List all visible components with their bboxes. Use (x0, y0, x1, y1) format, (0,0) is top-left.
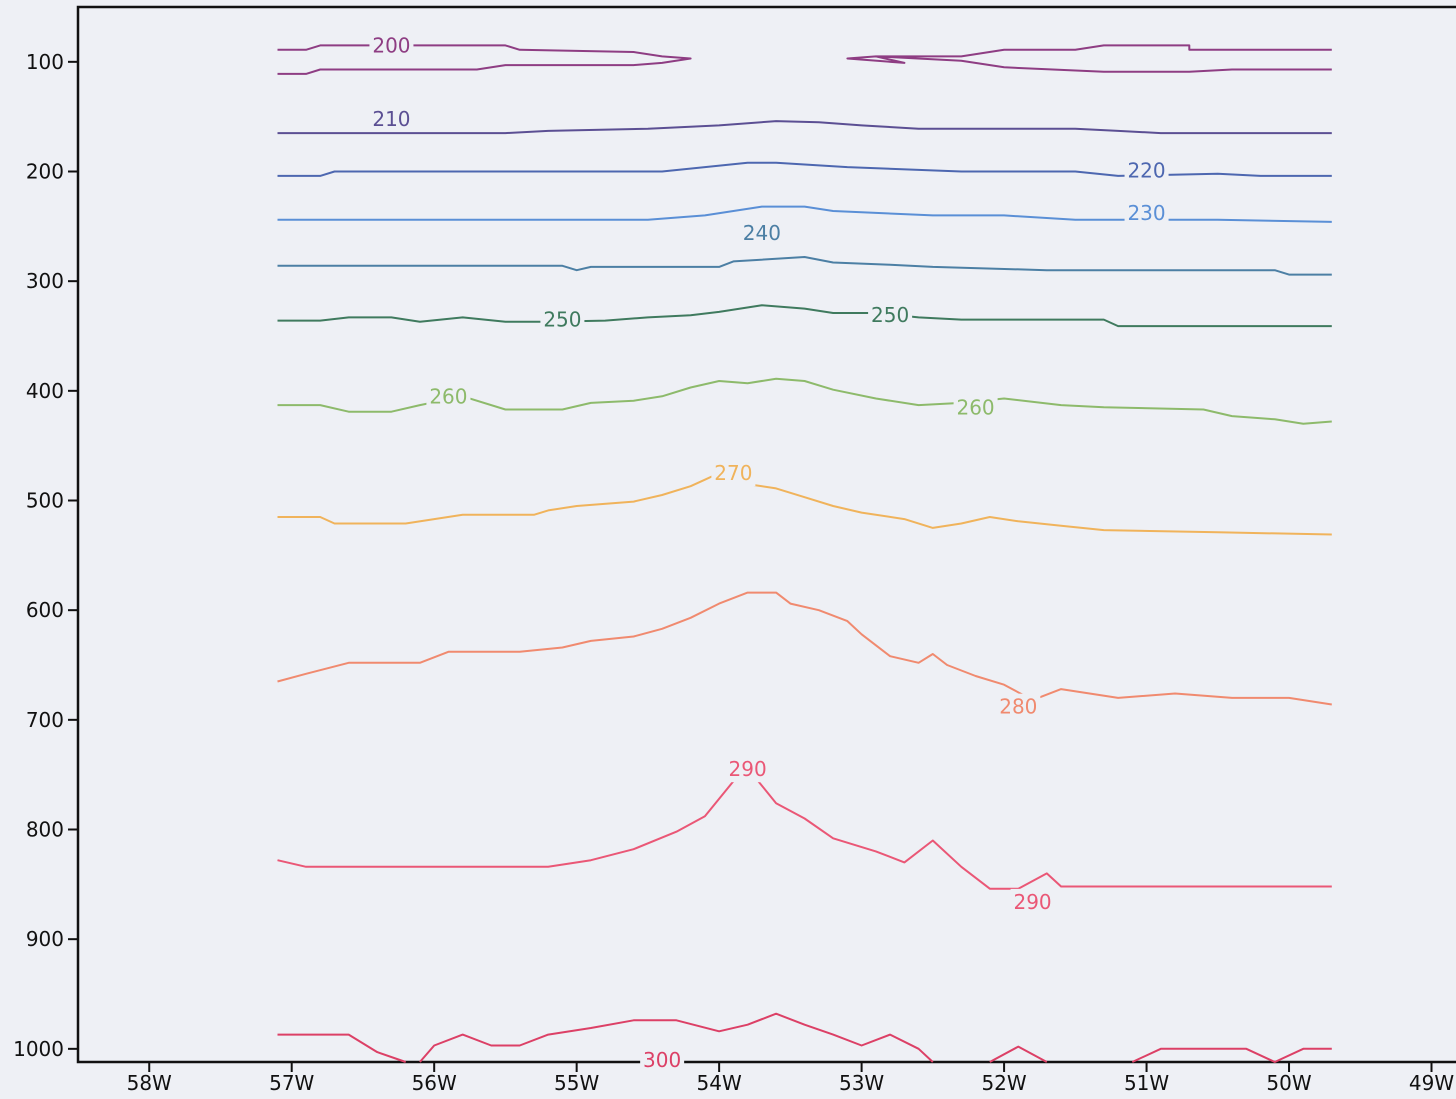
contour-series: 250 250 (277, 302, 1332, 333)
y-tick-label: 700 (26, 708, 64, 732)
contour-line (277, 205, 1332, 223)
contour-label-bg (1124, 200, 1169, 227)
contour-series: 230 (277, 200, 1332, 227)
contour-line (989, 1045, 1048, 1063)
contour-label: 240 (743, 221, 781, 245)
x-tick-label: 55W (554, 1071, 599, 1095)
y-tick-label: 200 (26, 160, 64, 184)
contour-series: 260 260 (277, 377, 1332, 425)
x-axis: 58W 57W 56W 55W 54W 53W 52W 51W 50W 49W (127, 1062, 1454, 1095)
contour-label-bg (868, 302, 913, 329)
contour-series: 210 (277, 105, 1332, 135)
contour-label-bg (1010, 888, 1055, 915)
contour-line (277, 256, 1332, 276)
contour-label: 230 (1127, 201, 1165, 225)
contour-label-bg (996, 693, 1041, 720)
contour-line (277, 120, 1332, 135)
contour-label: 280 (999, 695, 1037, 719)
contour-label: 290 (729, 757, 767, 781)
contour-line (277, 304, 1332, 328)
contour-series: 280 (277, 591, 1332, 720)
contour-label-bg (369, 32, 414, 59)
contour-label-bg (640, 1046, 685, 1073)
contour-label: 250 (543, 308, 581, 332)
contour-label-bg (711, 460, 756, 487)
contour-label-bg (426, 383, 471, 410)
contour-label-bg (725, 756, 770, 783)
contour-label-bg (1124, 157, 1169, 184)
contour-series: 220 (277, 157, 1332, 184)
contour-label: 300 (643, 1048, 681, 1072)
x-tick-label: 58W (127, 1071, 172, 1095)
contour-series: 290 290 (277, 756, 1332, 915)
contour-lines: 200 210 220 230 240 250 250 260 260 270 280 290 290 3… (277, 32, 1332, 1073)
contour-series: 270 (277, 460, 1332, 536)
contour-label: 270 (714, 461, 752, 485)
contour-label-bg (540, 306, 585, 333)
y-tick-label: 1000 (13, 1037, 64, 1061)
y-tick-label: 300 (26, 269, 64, 293)
contour-label: 210 (372, 107, 410, 131)
contour-label: 290 (1013, 890, 1051, 914)
x-tick-label: 54W (697, 1071, 742, 1095)
contour-line (277, 591, 1332, 706)
contour-label: 260 (429, 384, 467, 408)
x-tick-label: 49W (1409, 1071, 1454, 1095)
contour-line (1131, 1047, 1332, 1063)
contour-series: 200 (277, 32, 1332, 75)
y-tick-label: 400 (26, 379, 64, 403)
x-tick-label: 53W (839, 1071, 884, 1095)
contour-label-bg (369, 105, 414, 132)
y-tick-label: 500 (26, 489, 64, 513)
contour-label-bg (953, 394, 998, 421)
y-tick-label: 100 (26, 50, 64, 74)
contour-label: 250 (871, 303, 909, 327)
x-tick-label: 57W (269, 1071, 314, 1095)
y-axis: 100 200 300 400 500 600 700 800 900 1000 (13, 50, 78, 1061)
x-tick-label: 52W (981, 1071, 1026, 1095)
contour-line (277, 1033, 407, 1063)
x-tick-label: 56W (412, 1071, 457, 1095)
y-tick-label: 600 (26, 598, 64, 622)
x-tick-label: 51W (1124, 1071, 1169, 1095)
contour-series: 300 (277, 1012, 1332, 1073)
y-tick-label: 800 (26, 818, 64, 842)
contour-line (419, 1012, 934, 1063)
plot-frame (76, 5, 1456, 1064)
contour-series: 240 (277, 219, 1332, 276)
contour-label: 220 (1127, 158, 1165, 182)
contour-line (846, 44, 1332, 73)
contour-label: 260 (956, 395, 994, 419)
contour-line (277, 161, 1332, 177)
contour-label-bg (739, 219, 784, 246)
x-tick-label: 50W (1266, 1071, 1311, 1095)
contour-label: 200 (372, 33, 410, 57)
contour-line (277, 767, 1332, 890)
y-tick-label: 900 (26, 927, 64, 951)
